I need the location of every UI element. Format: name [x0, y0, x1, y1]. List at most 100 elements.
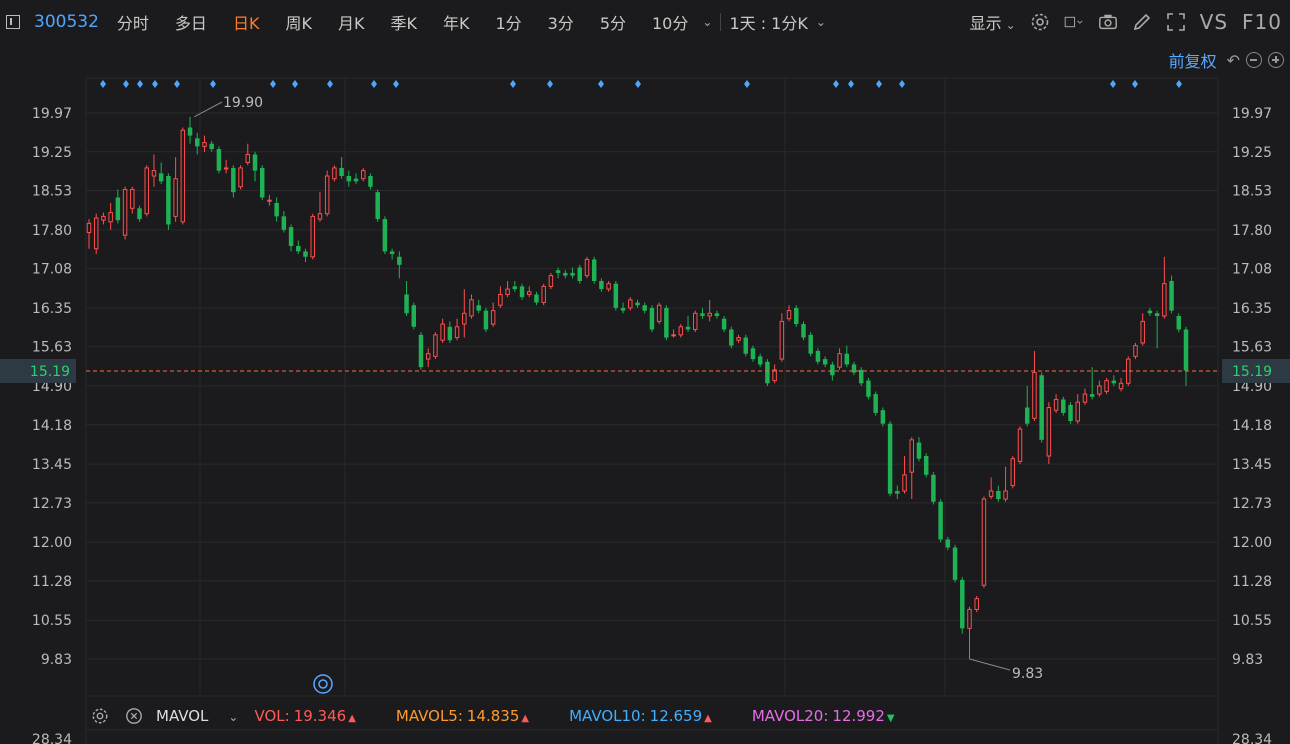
mavol20-item: MAVOL20: 12.992 ▼ [752, 707, 935, 725]
candle-body [851, 364, 857, 373]
event-marker-icon [371, 80, 377, 88]
candle [830, 361, 835, 381]
candle-body [801, 324, 806, 338]
tab-day-k[interactable]: 日K [232, 14, 260, 33]
candle [1147, 307, 1153, 316]
mavol5-value: 14.835 [466, 707, 520, 725]
candle-body [555, 270, 561, 273]
candle [346, 170, 352, 187]
sidebar-toggle-icon[interactable] [6, 15, 20, 29]
indicator-close-icon[interactable] [124, 706, 144, 726]
candle-body [931, 474, 936, 502]
zoom-out-icon[interactable] [1246, 52, 1262, 68]
min-price-label: 9.83 [1012, 666, 1043, 682]
adjust-mode-button[interactable]: 前复权 [1168, 52, 1217, 71]
last-price-label-left: 15.19 [30, 364, 70, 380]
candle-body [671, 334, 676, 337]
mavol10-label: MAVOL10: [569, 707, 646, 725]
f10-button[interactable]: F10 [1242, 10, 1282, 34]
draw-pen-icon[interactable] [1132, 12, 1152, 32]
tab-5min[interactable]: 5分 [599, 14, 626, 33]
candle-body [259, 167, 265, 198]
mavol5-item: MAVOL5: 14.835 ▲ [396, 707, 569, 725]
candle [887, 421, 893, 497]
more-periods-chevron-icon[interactable]: ⌄ [702, 15, 713, 29]
event-marker-icon [174, 80, 180, 88]
indicator-name: MAVOL [156, 707, 209, 725]
tab-week-k[interactable]: 周K [285, 14, 312, 33]
candle [988, 477, 994, 500]
candle-body [267, 199, 272, 202]
candle-body [1061, 399, 1066, 413]
y-tick-label-right: 17.80 [1232, 223, 1272, 239]
candle-body [729, 329, 734, 346]
candle [490, 302, 496, 327]
candle-body [1082, 393, 1088, 403]
candle [563, 270, 568, 279]
candle-body [339, 167, 344, 176]
candle-body [187, 127, 193, 136]
candle [685, 316, 691, 333]
tab-duori[interactable]: 多日 [174, 14, 207, 33]
candle-body [231, 167, 236, 193]
tab-1min[interactable]: 1分 [495, 14, 522, 33]
candle [808, 332, 813, 357]
indicator-settings-icon[interactable] [90, 706, 110, 726]
stock-code[interactable]: 300532 [34, 12, 99, 32]
indicator-select[interactable]: MAVOL ⌄ [156, 707, 238, 725]
candle [476, 299, 481, 314]
candle [1183, 326, 1189, 386]
candle [967, 606, 972, 659]
candle [548, 272, 554, 290]
vs-compare-button[interactable]: VS [1199, 10, 1229, 34]
candle [628, 297, 633, 311]
candle [642, 302, 647, 314]
candle-body [563, 272, 568, 276]
tab-month-k[interactable]: 月K [337, 14, 365, 33]
event-marker-icon [547, 80, 553, 88]
candle-body [1010, 458, 1016, 487]
y-tick-label-left: 17.80 [32, 223, 72, 239]
zoom-in-icon[interactable] [1268, 52, 1284, 68]
candle-body [216, 149, 222, 171]
candle-body [895, 491, 900, 494]
y-tick-label-left: 9.83 [41, 652, 72, 668]
annotation-at-icon[interactable] [313, 674, 333, 694]
tab-3min[interactable]: 3分 [547, 14, 574, 33]
candle-body [534, 294, 539, 303]
volume-axis-label-right: 28.34 [1232, 732, 1272, 744]
period-chevron-icon[interactable]: ⌄ [815, 15, 826, 29]
candle [1046, 402, 1052, 465]
layout-square-icon[interactable] [1064, 12, 1084, 32]
candle [1097, 380, 1102, 397]
candle-body [1046, 407, 1052, 457]
display-menu[interactable]: 显示 ⌄ [970, 10, 1016, 34]
candle-body [527, 291, 532, 295]
candle-body [238, 167, 243, 188]
tab-10min[interactable]: 10分 [652, 14, 689, 33]
tab-quarter-k[interactable]: 季K [390, 14, 417, 33]
candle-body [700, 313, 705, 316]
candle [707, 299, 712, 322]
y-tick-label-left: 11.28 [32, 574, 72, 590]
camera-icon[interactable] [1098, 12, 1118, 32]
period-select[interactable]: 1天 : 1分K [729, 14, 808, 33]
candle-body [837, 353, 842, 368]
candle-body [960, 579, 965, 629]
candle [1010, 456, 1016, 489]
candle [1140, 313, 1145, 346]
settings-gear-icon[interactable] [1030, 12, 1050, 32]
fullscreen-icon[interactable] [1166, 12, 1186, 32]
candle-body [772, 369, 777, 382]
candle-body [1075, 401, 1080, 422]
candle-body [1118, 382, 1124, 390]
candle-body [620, 307, 626, 311]
candle [173, 157, 178, 222]
tab-year-k[interactable]: 年K [442, 14, 470, 33]
tab-fenshi[interactable]: 分时 [116, 14, 149, 33]
candle [1039, 372, 1044, 443]
y-tick-label-left: 16.35 [32, 301, 72, 317]
reset-icon[interactable]: ↶ [1226, 50, 1240, 70]
max-price-label: 19.90 [223, 95, 263, 111]
